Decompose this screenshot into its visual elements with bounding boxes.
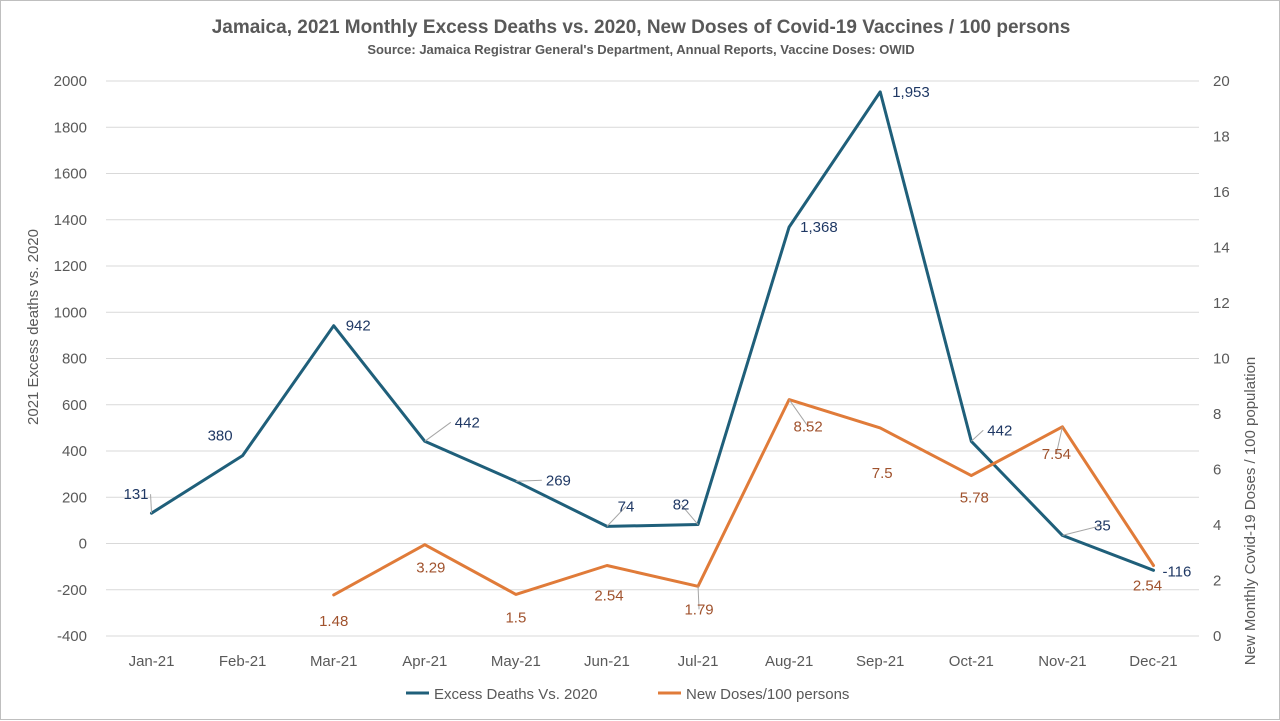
x-tick-label: May-21 (491, 653, 541, 670)
left-tick-label: -400 (57, 628, 87, 645)
data-label-leader (697, 586, 700, 610)
left-tick-label: 600 (62, 397, 87, 414)
data-label-excess: 1,368 (800, 219, 838, 236)
series-layer (150, 90, 1155, 597)
right-tick-label: 18 (1213, 129, 1230, 146)
left-tick-label: 400 (62, 443, 87, 460)
left-axis-title: 2021 Excess deaths vs. 2020 (25, 229, 42, 425)
right-tick-label: 6 (1213, 462, 1221, 479)
x-tick-label: Nov-21 (1038, 653, 1086, 670)
left-tick-label: 1000 (54, 304, 87, 321)
data-label-leader (788, 399, 809, 427)
data-labels: 131 380 942 442 269 74 82 1,368 1,953 442 35 -116 1.… (124, 84, 1192, 630)
x-axis-ticks: Jan-21 Feb-21 Mar-21 Apr-21 May-21 Jun-21 Jul-… (129, 653, 1178, 670)
data-label-excess: 442 (987, 422, 1012, 439)
data-label-doses: 7.54 (1042, 446, 1071, 463)
left-tick-label: 200 (62, 489, 87, 506)
right-axis-title: New Monthly Covid-19 Doses / 100 populat… (1242, 357, 1259, 666)
x-tick-label: Feb-21 (219, 653, 267, 670)
left-tick-label: 2000 (54, 73, 87, 90)
chart-title: Jamaica, 2021 Monthly Excess Deaths vs. … (212, 17, 1071, 38)
left-tick-label: 0 (79, 536, 87, 553)
legend: Excess Deaths Vs. 2020 New Doses/100 per… (406, 686, 849, 703)
right-tick-label: 10 (1213, 351, 1230, 368)
x-tick-label: Oct-21 (949, 653, 994, 670)
data-label-excess: 82 (673, 497, 690, 514)
right-tick-label: 14 (1213, 240, 1230, 257)
data-label-doses: 2.54 (1133, 578, 1162, 595)
series-line-excess-deaths (150, 90, 1155, 572)
left-tick-label: 800 (62, 351, 87, 368)
data-label-doses: 1.48 (319, 613, 348, 630)
left-tick-label: 1800 (54, 119, 87, 136)
right-tick-label: 20 (1213, 73, 1230, 90)
data-label-leader (680, 504, 699, 525)
x-tick-label: Sep-21 (856, 653, 904, 670)
x-tick-label: Jan-21 (129, 653, 175, 670)
data-label-excess: 269 (546, 472, 571, 489)
x-tick-label: Jul-21 (678, 653, 719, 670)
right-tick-label: 4 (1213, 517, 1221, 534)
data-label-doses: 5.78 (960, 490, 989, 507)
left-tick-label: 1600 (54, 166, 87, 183)
right-tick-label: 2 (1213, 573, 1221, 590)
data-label-doses: 7.5 (872, 465, 893, 482)
data-label-leader (1055, 426, 1063, 454)
data-label-excess: 1,953 (892, 84, 930, 101)
left-axis-ticks: 2000180016001400120010008006004002000-20… (54, 73, 87, 645)
left-tick-label: 1400 (54, 212, 87, 229)
data-label-leader (515, 479, 542, 482)
data-label-excess: 442 (455, 414, 480, 431)
data-label-excess: 74 (618, 498, 635, 515)
x-tick-label: Apr-21 (402, 653, 447, 670)
right-tick-label: 8 (1213, 406, 1221, 423)
left-tick-label: -200 (57, 582, 87, 599)
x-tick-label: Mar-21 (310, 653, 358, 670)
data-label-excess: -116 (1162, 563, 1191, 580)
x-tick-label: Aug-21 (765, 653, 813, 670)
legend-label-excess-deaths: Excess Deaths Vs. 2020 (434, 686, 597, 703)
right-tick-label: 16 (1213, 184, 1230, 201)
right-tick-label: 0 (1213, 628, 1221, 645)
data-label-excess: 35 (1094, 517, 1111, 534)
data-label-excess: 380 (208, 428, 233, 445)
series-line-new-doses (332, 398, 1155, 597)
x-tick-label: Jun-21 (584, 653, 630, 670)
data-label-doses: 1.79 (684, 601, 713, 618)
data-label-doses: 2.54 (594, 588, 623, 605)
data-label-doses: 3.29 (416, 560, 445, 577)
right-tick-label: 12 (1213, 295, 1230, 312)
x-tick-label: Dec-21 (1129, 653, 1177, 670)
chart-subtitle: Source: Jamaica Registrar General's Depa… (367, 42, 914, 57)
left-tick-label: 1200 (54, 258, 87, 275)
data-label-leader (150, 494, 153, 514)
data-label-doses: 8.52 (794, 419, 823, 436)
data-label-leader (606, 506, 627, 527)
data-label-leader (1062, 524, 1103, 536)
data-label-excess: 131 (124, 486, 149, 503)
gridlines (106, 80, 1199, 637)
data-label-leader (424, 421, 452, 442)
data-label-excess: 942 (346, 318, 371, 335)
data-label-leader (970, 429, 984, 442)
legend-label-new-doses: New Doses/100 persons (686, 686, 849, 703)
data-label-doses: 1.5 (505, 609, 526, 626)
